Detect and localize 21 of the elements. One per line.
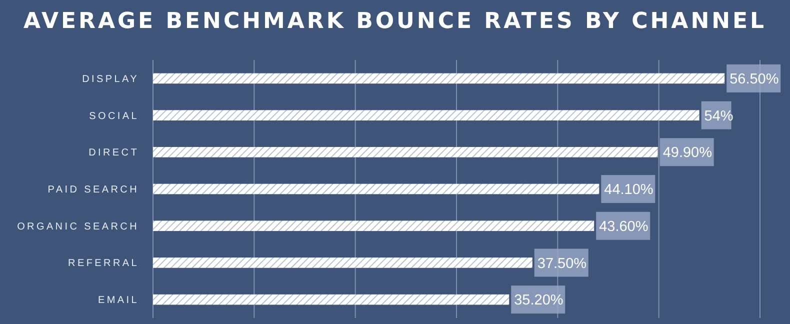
chart-title: AVERAGE BENCHMARK BOUNCE RATES BY CHANNEL — [23, 9, 767, 34]
data-label: 35.20% — [514, 292, 564, 309]
data-label: 37.50% — [537, 256, 587, 272]
data-label: 44.10% — [604, 182, 654, 198]
y-tick-label: PAID SEARCH — [48, 184, 139, 196]
bar — [153, 73, 725, 84]
bar — [153, 146, 658, 158]
bar — [153, 110, 700, 120]
bar — [153, 294, 510, 305]
y-tick-label: ORGANIC SEARCH — [17, 221, 139, 232]
data-label: 49.90% — [662, 145, 712, 162]
y-tick-label: REFERRAL — [68, 258, 139, 270]
y-tick-label: DIRECT — [88, 148, 139, 159]
data-label: 43.60% — [599, 218, 648, 235]
y-tick-label: EMAIL — [98, 295, 139, 306]
bar — [153, 184, 600, 194]
bar — [153, 258, 532, 268]
y-tick-label: DISPLAY — [82, 74, 139, 85]
data-label: 56.50% — [730, 72, 779, 88]
bar — [153, 220, 594, 232]
y-tick-label: SOCIAL — [89, 110, 139, 122]
